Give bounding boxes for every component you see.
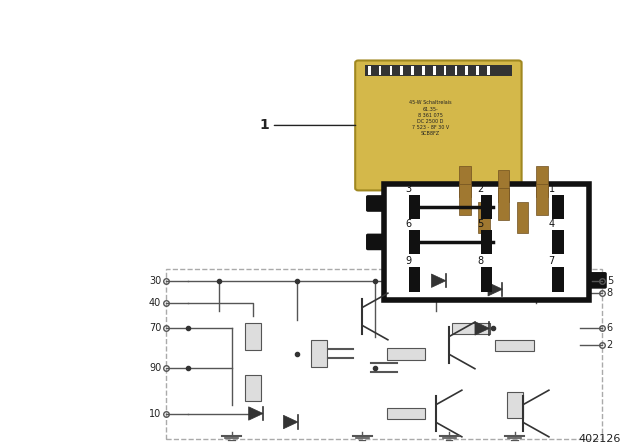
Text: 6: 6: [607, 323, 613, 333]
Bar: [409, 194, 420, 219]
Text: 2: 2: [477, 184, 483, 194]
Bar: [498, 170, 509, 202]
Bar: [390, 66, 392, 75]
Bar: [481, 230, 492, 254]
Bar: [409, 267, 420, 292]
Bar: [552, 230, 564, 254]
Bar: [495, 340, 534, 351]
Bar: [487, 66, 490, 75]
Bar: [479, 202, 490, 233]
Bar: [379, 66, 381, 75]
Text: 2: 2: [607, 340, 613, 350]
Bar: [452, 323, 490, 334]
Bar: [444, 66, 446, 75]
Polygon shape: [431, 274, 446, 288]
Bar: [387, 349, 425, 359]
Text: 6: 6: [405, 219, 412, 228]
Bar: [476, 66, 479, 75]
Text: 7: 7: [548, 256, 555, 266]
Polygon shape: [488, 283, 502, 296]
Bar: [387, 408, 425, 419]
Text: 9: 9: [405, 256, 412, 266]
Text: 5: 5: [477, 219, 483, 228]
Bar: [552, 194, 564, 219]
FancyBboxPatch shape: [367, 234, 387, 250]
Bar: [409, 230, 420, 254]
Text: 90: 90: [149, 362, 161, 373]
Bar: [311, 340, 326, 367]
Bar: [412, 66, 414, 75]
Bar: [433, 66, 436, 75]
FancyBboxPatch shape: [367, 196, 387, 211]
Text: 8: 8: [477, 256, 483, 266]
Bar: [460, 166, 471, 197]
Polygon shape: [284, 415, 298, 429]
Text: 1: 1: [548, 184, 555, 194]
Bar: [465, 66, 468, 75]
Polygon shape: [475, 322, 490, 335]
Bar: [454, 66, 457, 75]
Bar: [481, 194, 492, 219]
Text: 4: 4: [548, 219, 555, 228]
Bar: [368, 66, 371, 75]
Text: 70: 70: [149, 323, 161, 333]
Text: 8: 8: [607, 288, 613, 297]
Text: 10: 10: [149, 409, 161, 418]
Bar: [536, 166, 548, 197]
Bar: [536, 184, 548, 215]
FancyBboxPatch shape: [586, 273, 606, 288]
Text: 1: 1: [259, 118, 356, 133]
Bar: [517, 202, 528, 233]
Bar: [365, 65, 512, 76]
Text: 45-W Schaltrelais
61.35-
8 361 075
DC 2500 D
7 523 - 8F 30 V
SCB8FZ: 45-W Schaltrelais 61.35- 8 361 075 DC 25…: [409, 100, 452, 136]
Text: 402126: 402126: [579, 434, 621, 444]
Bar: [481, 267, 492, 292]
Text: 30: 30: [149, 276, 161, 286]
Text: 40: 40: [149, 298, 161, 308]
Bar: [246, 323, 262, 350]
Bar: [166, 269, 602, 439]
Text: 5: 5: [607, 276, 613, 286]
Bar: [422, 66, 425, 75]
Polygon shape: [249, 407, 263, 420]
Bar: [460, 184, 471, 215]
Bar: [401, 66, 403, 75]
Bar: [246, 375, 262, 401]
Bar: [384, 184, 589, 300]
Text: 3: 3: [405, 184, 412, 194]
FancyBboxPatch shape: [355, 60, 522, 190]
Bar: [507, 392, 523, 418]
Bar: [498, 188, 509, 220]
Bar: [552, 267, 564, 292]
